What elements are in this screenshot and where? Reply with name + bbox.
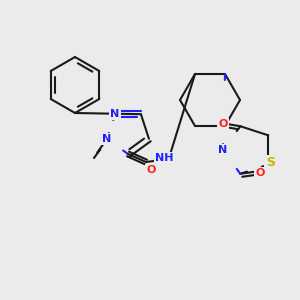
Text: S: S: [266, 156, 275, 169]
Text: N: N: [110, 109, 120, 119]
Text: O: O: [146, 165, 156, 175]
Text: N: N: [218, 145, 228, 155]
Text: O: O: [256, 168, 265, 178]
Text: O: O: [219, 119, 228, 129]
Text: NH: NH: [155, 153, 173, 163]
Text: N: N: [103, 134, 112, 144]
